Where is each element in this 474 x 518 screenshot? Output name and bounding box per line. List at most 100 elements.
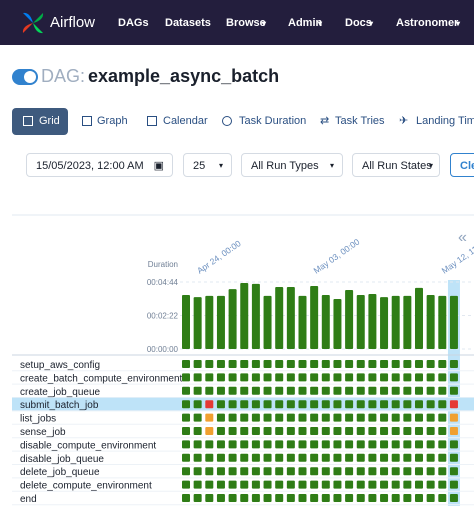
- task-instance[interactable]: [228, 440, 237, 449]
- task-instance[interactable]: [380, 413, 389, 422]
- task-instance[interactable]: [263, 360, 272, 368]
- task-instance[interactable]: [240, 453, 249, 462]
- task-instance[interactable]: [251, 494, 260, 502]
- task-instance[interactable]: [391, 480, 400, 489]
- task-instance[interactable]: [321, 494, 330, 502]
- nav-item[interactable]: Astronomer: [396, 17, 459, 29]
- task-instance[interactable]: [263, 386, 272, 395]
- duration-bar[interactable]: [263, 295, 272, 349]
- task-instance[interactable]: [356, 413, 365, 422]
- task-instance[interactable]: [216, 453, 225, 462]
- task-instance[interactable]: [345, 373, 354, 382]
- tab-label[interactable]: Grid: [39, 115, 60, 127]
- task-instance[interactable]: [298, 494, 307, 502]
- task-instance[interactable]: [205, 360, 214, 368]
- task-name[interactable]: list_jobs: [20, 414, 56, 425]
- task-instance[interactable]: [356, 494, 365, 502]
- duration-bar[interactable]: [182, 294, 190, 349]
- task-instance[interactable]: [298, 467, 307, 476]
- task-instance[interactable]: [438, 427, 447, 435]
- task-name[interactable]: create_job_queue: [20, 387, 101, 398]
- task-instance[interactable]: [380, 453, 389, 462]
- task-instance[interactable]: [193, 440, 202, 449]
- task-instance[interactable]: [286, 413, 295, 422]
- task-instance[interactable]: [216, 400, 225, 409]
- task-name[interactable]: setup_aws_config: [20, 360, 100, 371]
- task-instance[interactable]: [182, 494, 190, 502]
- task-instance[interactable]: [310, 453, 319, 462]
- task-name[interactable]: delete_job_queue: [20, 467, 100, 478]
- task-instance[interactable]: [356, 386, 365, 395]
- nav-item[interactable]: Admin: [288, 17, 323, 29]
- task-instance[interactable]: [205, 440, 214, 449]
- nav-item[interactable]: Docs: [345, 17, 372, 29]
- task-instance[interactable]: [438, 413, 447, 422]
- task-instance[interactable]: [345, 494, 354, 502]
- task-instance[interactable]: [356, 360, 365, 368]
- task-instance[interactable]: [275, 360, 284, 368]
- task-instance[interactable]: [403, 467, 412, 476]
- task-instance[interactable]: [205, 480, 214, 489]
- task-instance[interactable]: [275, 480, 284, 489]
- task-instance[interactable]: [356, 480, 365, 489]
- task-instance[interactable]: [345, 480, 354, 489]
- task-instance[interactable]: [263, 413, 272, 422]
- task-instance[interactable]: [321, 386, 330, 395]
- task-instance[interactable]: [275, 413, 284, 422]
- task-instance[interactable]: [216, 494, 225, 502]
- task-instance[interactable]: [426, 400, 435, 409]
- task-instance[interactable]: [426, 386, 435, 395]
- task-instance[interactable]: [205, 494, 214, 502]
- task-instance[interactable]: [310, 413, 319, 422]
- task-instance[interactable]: [286, 400, 295, 409]
- task-instance[interactable]: [345, 453, 354, 462]
- task-instance[interactable]: [391, 386, 400, 395]
- task-instance[interactable]: [275, 386, 284, 395]
- task-instance[interactable]: [403, 413, 412, 422]
- task-instance[interactable]: [193, 413, 202, 422]
- task-instance[interactable]: [438, 386, 447, 395]
- task-instance[interactable]: [403, 427, 412, 435]
- task-instance[interactable]: [205, 400, 214, 409]
- task-instance[interactable]: [240, 427, 249, 435]
- task-instance[interactable]: [438, 453, 447, 462]
- tab[interactable]: Task Duration: [221, 108, 306, 135]
- task-instance[interactable]: [263, 453, 272, 462]
- task-instance[interactable]: [333, 440, 342, 449]
- task-instance[interactable]: [380, 467, 389, 476]
- task-instance[interactable]: [380, 400, 389, 409]
- task-instance[interactable]: [368, 373, 377, 382]
- task-instance[interactable]: [403, 400, 412, 409]
- task-instance[interactable]: [228, 427, 237, 435]
- duration-bar[interactable]: [380, 297, 389, 349]
- task-instance[interactable]: [356, 400, 365, 409]
- task-instance[interactable]: [182, 386, 190, 395]
- task-instance[interactable]: [403, 453, 412, 462]
- task-instance[interactable]: [438, 400, 447, 409]
- task-instance[interactable]: [356, 427, 365, 435]
- task-instance[interactable]: [286, 360, 295, 368]
- task-instance[interactable]: [415, 494, 423, 502]
- task-instance[interactable]: [298, 360, 307, 368]
- task-instance[interactable]: [286, 427, 295, 435]
- task-instance[interactable]: [368, 427, 377, 435]
- nav-item[interactable]: Datasets: [165, 17, 211, 29]
- task-name[interactable]: disable_job_queue: [20, 454, 104, 465]
- task-instance[interactable]: [310, 373, 319, 382]
- tab-label[interactable]: Calendar: [163, 115, 208, 127]
- task-instance[interactable]: [333, 427, 342, 435]
- task-instance[interactable]: [333, 480, 342, 489]
- run-state-select[interactable]: All Run States ▾: [352, 153, 440, 177]
- task-instance[interactable]: [438, 360, 447, 368]
- task-instance[interactable]: [415, 400, 423, 409]
- task-instance[interactable]: [310, 480, 319, 489]
- task-instance[interactable]: [251, 467, 260, 476]
- task-instance[interactable]: [333, 360, 342, 368]
- task-instance[interactable]: [182, 453, 190, 462]
- task-name[interactable]: end: [20, 494, 37, 505]
- task-instance[interactable]: [426, 494, 435, 502]
- task-instance[interactable]: [240, 400, 249, 409]
- task-instance[interactable]: [263, 373, 272, 382]
- task-instance[interactable]: [298, 440, 307, 449]
- brand[interactable]: Airflow: [50, 14, 96, 31]
